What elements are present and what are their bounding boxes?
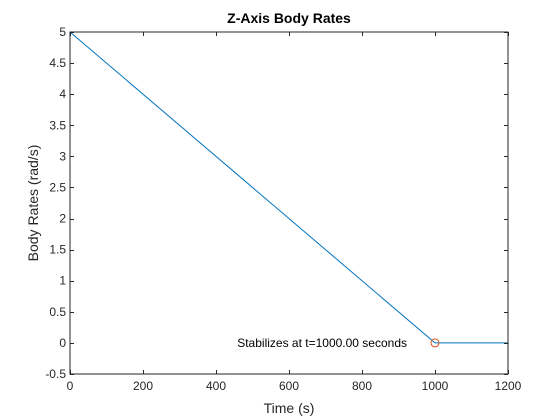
series-line-0 xyxy=(69,31,508,344)
axes: 0 200 400 600 800 1000 1200-0.500.511.522.533.… xyxy=(45,25,521,393)
chart-marks: Stabilizes at t=1000.00 seconds xyxy=(69,31,508,350)
y-tick-label: 0 xyxy=(59,336,66,350)
y-tick-label: 1.5 xyxy=(49,243,66,257)
x-tick-label: 400 xyxy=(206,379,226,393)
y-axis-label: Body Rates (rad/s) xyxy=(25,145,41,262)
y-tick-label: 1 xyxy=(59,274,66,288)
y-tick-label: -0.5 xyxy=(45,367,66,381)
x-tick-label: 0 xyxy=(67,379,74,393)
annotation-text: Stabilizes at t=1000.00 seconds xyxy=(237,336,407,350)
x-tick-label: 200 xyxy=(133,379,153,393)
y-tick-label: 0.5 xyxy=(49,305,66,319)
y-tick-label: 4.5 xyxy=(49,56,66,70)
y-tick-label: 4 xyxy=(59,87,66,101)
stabilization-marker xyxy=(430,338,440,348)
y-tick-label: 3.5 xyxy=(49,118,66,132)
x-tick-label: 800 xyxy=(352,379,372,393)
x-axis-label: Time (s) xyxy=(264,400,315,416)
y-tick-label: 2.5 xyxy=(49,180,66,194)
y-tick-label: 5 xyxy=(59,25,66,39)
x-tick-label: 1000 xyxy=(422,379,449,393)
x-tick-label: 600 xyxy=(279,379,299,393)
plot-area-background xyxy=(70,32,508,374)
y-tick-label: 2 xyxy=(59,212,66,226)
y-tick-label: 3 xyxy=(59,149,66,163)
x-tick-label: 1200 xyxy=(495,379,522,393)
chart-title: Z-Axis Body Rates xyxy=(227,10,351,26)
